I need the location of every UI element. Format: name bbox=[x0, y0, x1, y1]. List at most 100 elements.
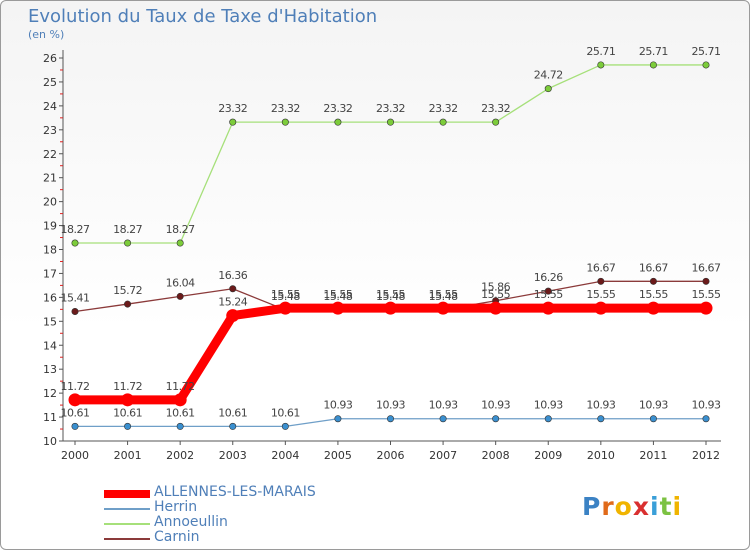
series-1-label-9: 10.93 bbox=[534, 399, 563, 412]
series-0-label-4: 15.55 bbox=[271, 288, 300, 301]
series-2-point-6 bbox=[386, 118, 394, 126]
series-1-label-6: 10.93 bbox=[376, 399, 405, 412]
brand-letter: r bbox=[601, 492, 615, 521]
x-tick-label-2008: 2008 bbox=[482, 449, 510, 462]
x-tick-label-2009: 2009 bbox=[534, 449, 562, 462]
series-0-point-7 bbox=[436, 301, 450, 315]
series-0-point-1 bbox=[121, 393, 135, 407]
chart-title: Evolution du Taux de Taxe d'Habitation bbox=[28, 6, 378, 27]
y-tick-label-24: 24 bbox=[43, 100, 57, 113]
series-0-point-6 bbox=[384, 301, 397, 315]
x-tick-label-2002: 2002 bbox=[166, 449, 194, 462]
series-2-point-4 bbox=[281, 118, 289, 126]
series-2-label-8: 23.32 bbox=[481, 102, 510, 115]
series-3-label-4: 15.48 bbox=[271, 290, 300, 303]
y-tick-label-25: 25 bbox=[43, 76, 57, 89]
series-1-point-7 bbox=[439, 415, 447, 423]
unit-label: (en %) bbox=[28, 28, 65, 41]
series-1-point-3 bbox=[229, 422, 237, 430]
legend-item-annoeullin: Annoeullin bbox=[104, 514, 364, 531]
brand-letter: t bbox=[659, 492, 673, 521]
series-2-label-5: 23.32 bbox=[323, 102, 352, 115]
x-tick-label-2005: 2005 bbox=[324, 449, 352, 462]
series-line-2 bbox=[74, 64, 707, 244]
series-0-point-2 bbox=[173, 393, 187, 407]
series-0-label-1: 11.72 bbox=[113, 380, 142, 393]
series-2-label-12: 25.71 bbox=[692, 45, 721, 58]
series-2-label-4: 23.32 bbox=[271, 102, 300, 115]
series-3-point-12 bbox=[702, 277, 710, 285]
series-1-label-4: 10.61 bbox=[271, 406, 300, 419]
legend-label-allennes: ALLENNES-LES-MARAIS bbox=[154, 484, 316, 500]
brand-logo: Proxiti bbox=[582, 492, 682, 521]
series-2-label-3: 23.32 bbox=[218, 102, 247, 115]
x-tick-label-2007: 2007 bbox=[429, 449, 457, 462]
x-tick-label-2012: 2012 bbox=[692, 449, 720, 462]
y-tick-label-20: 20 bbox=[43, 196, 57, 209]
y-tick-label-17: 17 bbox=[43, 267, 57, 280]
series-0-label-11: 15.55 bbox=[639, 288, 668, 301]
series-0-label-0: 11.72 bbox=[61, 380, 90, 393]
series-2-point-12 bbox=[702, 61, 710, 69]
y-tick-label-10: 10 bbox=[43, 435, 57, 448]
series-0-label-5: 15.55 bbox=[323, 288, 352, 301]
series-1-point-12 bbox=[702, 415, 710, 423]
series-0-label-6: 15.55 bbox=[376, 288, 405, 301]
legend-label-carnin: Carnin bbox=[154, 529, 200, 545]
y-tick-label-12: 12 bbox=[43, 387, 57, 400]
series-3-point-9 bbox=[544, 287, 552, 295]
series-3-label-9: 16.26 bbox=[534, 271, 563, 284]
y-tick-label-13: 13 bbox=[43, 363, 57, 376]
brand-letter: P bbox=[582, 492, 602, 521]
series-1-point-8 bbox=[492, 415, 500, 423]
series-3-label-11: 16.67 bbox=[639, 261, 668, 274]
series-2-point-5 bbox=[334, 118, 342, 126]
series-3-label-8: 15.86 bbox=[481, 281, 510, 294]
series-2-point-9 bbox=[544, 85, 552, 93]
series-2-label-10: 25.71 bbox=[586, 45, 615, 58]
brand-letter: i bbox=[672, 492, 683, 521]
x-tick-label-2011: 2011 bbox=[639, 449, 667, 462]
series-lines bbox=[68, 61, 713, 430]
series-1-point-11 bbox=[649, 415, 657, 423]
x-tick-label-2001: 2001 bbox=[114, 449, 142, 462]
series-1-point-6 bbox=[386, 415, 394, 423]
x-tick-label-2006: 2006 bbox=[377, 449, 405, 462]
series-0-point-10 bbox=[594, 301, 608, 315]
y-tick-label-15: 15 bbox=[43, 315, 57, 328]
series-0-point-12 bbox=[699, 301, 713, 315]
y-tick-label-26: 26 bbox=[43, 52, 57, 65]
series-2-point-1 bbox=[124, 239, 132, 247]
y-tick-label-21: 21 bbox=[43, 172, 57, 185]
series-2-label-6: 23.32 bbox=[376, 102, 405, 115]
series-3-point-10 bbox=[597, 277, 605, 285]
series-3-label-12: 16.67 bbox=[692, 261, 721, 274]
series-2-label-11: 25.71 bbox=[639, 45, 668, 58]
series-0-point-3 bbox=[226, 309, 240, 323]
series-1-label-7: 10.93 bbox=[429, 399, 458, 412]
series-0-point-5 bbox=[331, 301, 345, 315]
series-3-point-3 bbox=[229, 285, 237, 293]
series-1-point-1 bbox=[124, 422, 132, 430]
series-2-point-0 bbox=[71, 239, 79, 247]
series-2-point-3 bbox=[229, 118, 237, 126]
series-0-label-8: 15.55 bbox=[481, 288, 510, 301]
y-tick-label-23: 23 bbox=[43, 124, 57, 137]
series-1-label-1: 10.61 bbox=[113, 406, 142, 419]
series-0-point-9 bbox=[541, 301, 555, 315]
series-3-label-6: 15.48 bbox=[376, 290, 405, 303]
series-0-label-3: 15.24 bbox=[218, 296, 247, 309]
series-3-point-1 bbox=[124, 300, 132, 308]
series-1-label-8: 10.93 bbox=[481, 399, 510, 412]
series-3-label-0: 15.41 bbox=[61, 291, 90, 304]
series-1-label-10: 10.93 bbox=[586, 399, 615, 412]
x-tick-label-2003: 2003 bbox=[219, 449, 247, 462]
x-tick-label-2010: 2010 bbox=[587, 449, 615, 462]
series-2-label-7: 23.32 bbox=[429, 102, 458, 115]
series-3-label-3: 16.36 bbox=[218, 269, 247, 282]
series-1-label-3: 10.61 bbox=[218, 406, 247, 419]
series-0-point-11 bbox=[646, 301, 660, 315]
legend-swatch-allennes bbox=[104, 490, 150, 498]
series-labels: 18.27 18.27 18.27 23.32 23.32 23.32 23.32 23.32… bbox=[61, 45, 722, 419]
